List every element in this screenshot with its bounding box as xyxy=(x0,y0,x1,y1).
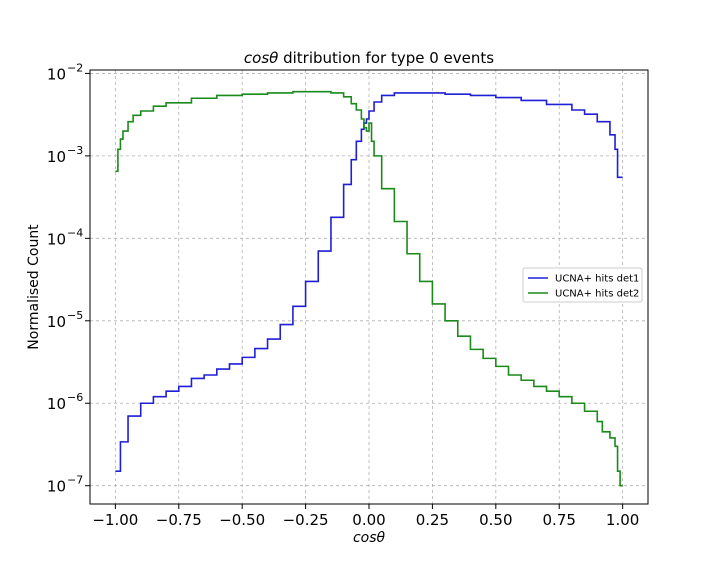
y-tick-label: 10 xyxy=(47,230,66,248)
x-axis: −1.00 −0.75 −0.50 −0.25 0.00 0.25 0.50 0.75 1.00 xyxy=(92,504,639,529)
y-tick-exponent: −6 xyxy=(67,391,83,404)
legend-box xyxy=(522,267,643,303)
y-tick-exponent: −4 xyxy=(67,226,83,239)
chart-title-rest: ditribution for type 0 events xyxy=(278,49,494,67)
x-tick-label: 0.00 xyxy=(352,511,385,529)
legend-label: UCNA+ hits det1 xyxy=(555,274,639,285)
y-tick-label: 10 xyxy=(47,478,66,496)
series-line-2 xyxy=(115,90,623,487)
y-axis-label: Normalised Count xyxy=(26,224,42,350)
chart-title: cosθ ditribution for type 0 events xyxy=(244,49,494,67)
y-tick-label: 10 xyxy=(47,148,66,166)
x-tick-label: 0.75 xyxy=(543,511,576,529)
x-tick-label: 1.00 xyxy=(606,511,639,529)
plot-series xyxy=(115,90,623,487)
x-tick-label: −0.75 xyxy=(156,511,202,529)
x-tick-label: 0.25 xyxy=(416,511,449,529)
legend: UCNA+ hits det1 UCNA+ hits det2 xyxy=(522,267,643,303)
x-tick-label: −1.00 xyxy=(92,511,138,529)
y-tick-exponent: −7 xyxy=(67,474,83,487)
y-tick-exponent: −5 xyxy=(67,309,83,322)
y-tick-label: 10 xyxy=(47,313,66,331)
y-tick-exponent: −3 xyxy=(67,144,83,157)
x-tick-label: 0.50 xyxy=(479,511,512,529)
series-line-1 xyxy=(115,92,623,472)
x-tick-label: −0.25 xyxy=(283,511,329,529)
y-axis: 10−710−610−510−410−310−2 xyxy=(47,61,90,496)
grid xyxy=(90,70,648,504)
legend-label: UCNA+ hits det2 xyxy=(555,289,639,300)
y-tick-label: 10 xyxy=(47,395,66,413)
y-tick-exponent: −2 xyxy=(67,61,83,74)
x-tick-label: −0.50 xyxy=(219,511,265,529)
x-axis-label: cosθ xyxy=(353,530,386,546)
y-tick-label: 10 xyxy=(47,65,66,83)
chart-title-italic: cosθ xyxy=(244,49,278,67)
